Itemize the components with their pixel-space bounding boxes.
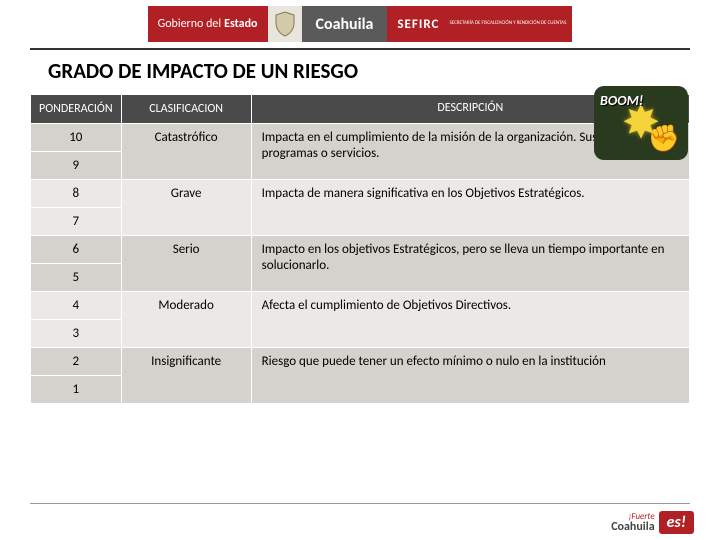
table-header-row: PONDERACIÓN CLASIFICACION DESCRIPCIÓN xyxy=(31,95,690,124)
cell-descripcion: Impacta de manera significativa en los O… xyxy=(251,179,689,235)
gob-prefix: Gobierno del xyxy=(158,17,222,31)
cell-clasificacion: Catastrófico xyxy=(121,123,251,179)
fist-icon: ✊ xyxy=(648,122,680,154)
cell-ponderacion: 4 xyxy=(31,291,122,319)
footer-badge: es! xyxy=(659,511,694,534)
page-title: GRADO DE IMPACTO DE UN RIESGO xyxy=(48,58,720,84)
banner-inner: Gobierno del Estado Coahuila SEFIRC SECR… xyxy=(148,6,573,42)
banner-agency-desc: SECRETARÍA DE FISCALIZACIÓN Y RENDICIÓN … xyxy=(449,6,572,42)
banner-gobierno: Gobierno del Estado xyxy=(148,6,268,42)
impact-table-wrap: PONDERACIÓN CLASIFICACION DESCRIPCIÓN 10… xyxy=(30,94,690,404)
cell-descripcion: Riesgo que puede tener un efecto mínimo … xyxy=(251,347,689,403)
cell-ponderacion: 5 xyxy=(31,263,122,291)
footer-brand: ¡Fuerte Coahuila es! xyxy=(611,511,694,534)
table-row: 10CatastróficoImpacta en el cumplimiento… xyxy=(31,123,690,151)
cell-ponderacion: 2 xyxy=(31,347,122,375)
boom-badge: ✸ BOOM! ✊ xyxy=(594,86,688,160)
cell-ponderacion: 7 xyxy=(31,207,122,235)
th-clasificacion: CLASIFICACION xyxy=(121,95,251,124)
banner-state: Coahuila xyxy=(302,6,388,42)
footer-divider xyxy=(30,503,690,504)
impact-table: PONDERACIÓN CLASIFICACION DESCRIPCIÓN 10… xyxy=(30,94,690,404)
cell-clasificacion: Serio xyxy=(121,235,251,291)
cell-ponderacion: 6 xyxy=(31,235,122,263)
cell-ponderacion: 3 xyxy=(31,319,122,347)
gob-bold: Estado xyxy=(224,17,257,31)
header-banner: Gobierno del Estado Coahuila SEFIRC SECR… xyxy=(0,0,720,48)
shield-icon xyxy=(268,6,302,42)
table-row: 2InsignificanteRiesgo que puede tener un… xyxy=(31,347,690,375)
footer-text: ¡Fuerte Coahuila xyxy=(611,512,654,533)
cell-descripcion: Impacto en los objetivos Estratégicos, p… xyxy=(251,235,689,291)
cell-ponderacion: 10 xyxy=(31,123,122,151)
table-row: 6SerioImpacto en los objetivos Estratégi… xyxy=(31,235,690,263)
table-row: 8GraveImpacta de manera significativa en… xyxy=(31,179,690,207)
cell-clasificacion: Grave xyxy=(121,179,251,235)
cell-descripcion: Afecta el cumplimiento de Objetivos Dire… xyxy=(251,291,689,347)
cell-clasificacion: Insignificante xyxy=(121,347,251,403)
cell-ponderacion: 9 xyxy=(31,151,122,179)
boom-text: BOOM! xyxy=(600,92,643,109)
footer-line2: Coahuila xyxy=(611,521,654,533)
table-row: 4ModeradoAfecta el cumplimiento de Objet… xyxy=(31,291,690,319)
cell-ponderacion: 8 xyxy=(31,179,122,207)
cell-ponderacion: 1 xyxy=(31,375,122,403)
header-divider xyxy=(30,48,690,50)
cell-clasificacion: Moderado xyxy=(121,291,251,347)
banner-agency: SEFIRC xyxy=(387,6,449,42)
th-ponderacion: PONDERACIÓN xyxy=(31,95,122,124)
